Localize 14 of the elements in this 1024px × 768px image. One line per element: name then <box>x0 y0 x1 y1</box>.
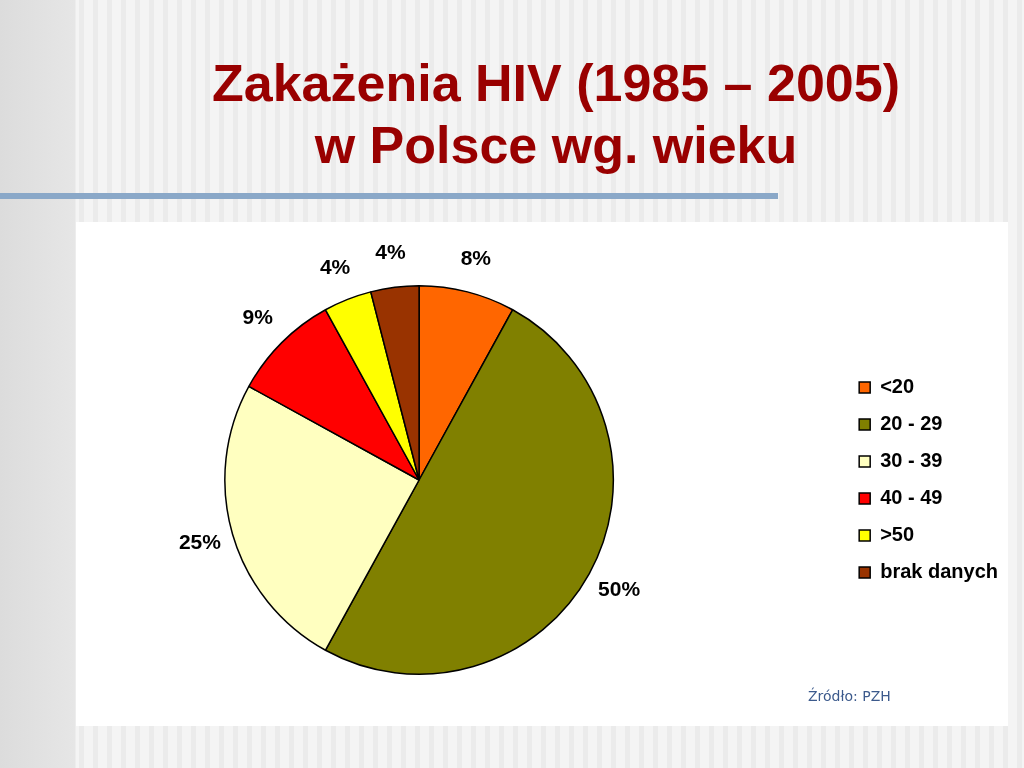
data-label: 25% <box>178 530 222 554</box>
legend-label: brak danych <box>880 560 999 583</box>
data-label: 50% <box>598 576 641 600</box>
legend-label: >50 <box>880 523 915 546</box>
legend-label: 30 - 39 <box>880 449 943 472</box>
legend-label: <20 <box>880 375 915 398</box>
chart-title: Zakażenia HIV (1985 – 2005) w Polsce wg. wieku <box>211 53 901 176</box>
legend-label: 40 - 49 <box>880 486 943 509</box>
data-label: 8% <box>460 245 492 269</box>
text: Źródło: PZH <box>808 688 891 704</box>
legend-label: 20 - 29 <box>880 412 943 435</box>
data-label: 4% <box>319 254 351 278</box>
data-label: 9% <box>242 305 274 329</box>
data-label: 4% <box>375 240 406 264</box>
